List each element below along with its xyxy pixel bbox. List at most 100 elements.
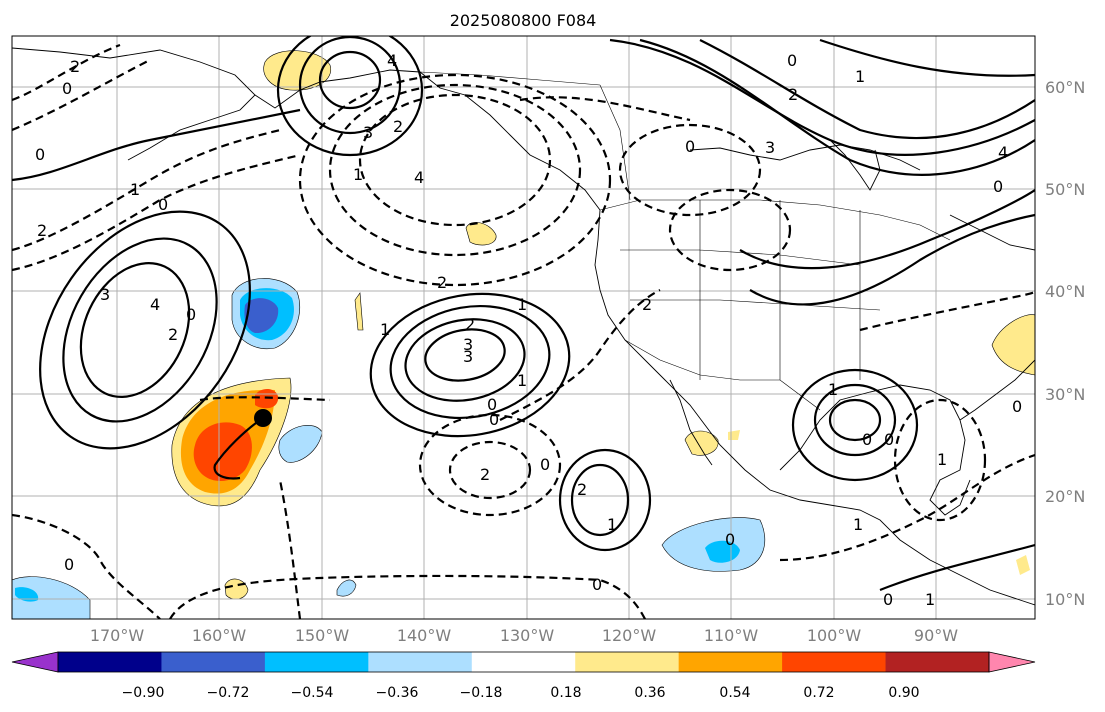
contour-label: 2 — [437, 273, 447, 292]
contour-label: 2 — [480, 465, 490, 484]
colorbar-tick-labels: −0.90 −0.72 −0.54 −0.36 −0.18 0.18 0.36 … — [122, 685, 920, 701]
colorbar-segment — [782, 652, 887, 672]
contour-label: 0 — [592, 575, 602, 594]
map-panel: 3 4 2 0 3 2 4 3 1 2 0 1 2 1 0 2 0 0 2 1 — [11, 35, 1036, 620]
positive-anomaly-area — [1016, 555, 1030, 575]
contour-label: 4 — [414, 168, 424, 187]
contour-label: 2 — [70, 57, 80, 76]
lon-label: 150°W — [295, 626, 350, 645]
contour-label: 4 — [998, 143, 1008, 162]
contour-label: 4 — [387, 51, 397, 70]
colorbar-segment — [885, 652, 990, 672]
lat-label: 40°N — [1045, 282, 1085, 301]
contour-label: 1 — [607, 515, 617, 534]
colorbar-segment — [575, 652, 680, 672]
contour-label: 3 — [765, 138, 775, 157]
contour-label: 1 — [380, 320, 390, 339]
colorbar-tick-label: 0.54 — [719, 685, 750, 701]
colorbar-over-triangle — [988, 651, 1036, 673]
contour-label: 0 — [1012, 397, 1022, 416]
lat-label: 50°N — [1045, 180, 1085, 199]
contour-label: 1 — [828, 380, 838, 399]
colorbar-tick-label: 0.90 — [888, 685, 919, 701]
contour-label: 0 — [489, 410, 499, 429]
lon-label: 140°W — [397, 626, 452, 645]
contour-label: 3 — [463, 335, 473, 354]
gridlines — [12, 36, 1035, 619]
contour-label: 1 — [855, 67, 865, 86]
negative-anomaly-area — [278, 425, 323, 463]
lon-label: 160°W — [192, 626, 247, 645]
contour-label: 0 — [158, 195, 168, 214]
colorbar-tick-label: −0.18 — [460, 685, 503, 701]
contour-label: 0 — [64, 555, 74, 574]
latitude-labels: 60°N 50°N 40°N 30°N 20°N 10°N — [1045, 78, 1085, 609]
colorbar-under-triangle — [11, 651, 59, 673]
colorbar-segments — [11, 651, 1036, 673]
contour-label: 0 — [787, 51, 797, 70]
contour-label: 2 — [37, 221, 47, 240]
colorbar-tick-label: 0.18 — [550, 685, 581, 701]
lon-label: 130°W — [500, 626, 555, 645]
negative-contours — [12, 43, 1035, 619]
contour-label: 0 — [540, 455, 550, 474]
lon-label: 110°W — [704, 626, 759, 645]
map-background — [12, 36, 1035, 619]
negative-anomaly-area — [12, 576, 91, 619]
colorbar-tick-label: 0.72 — [803, 685, 834, 701]
contour-label: 0 — [993, 177, 1003, 196]
contour-label: 3 — [363, 123, 373, 142]
contour-label: 4 — [150, 295, 160, 314]
contour-label: 0 — [35, 145, 45, 164]
contour-label: 0 — [883, 590, 893, 609]
colorbar-segment — [368, 652, 473, 672]
positive-anomaly-area — [991, 314, 1035, 376]
contour-label: 2 — [393, 117, 403, 136]
negative-anomaly-area — [244, 298, 279, 334]
negative-anomaly-area — [336, 579, 357, 597]
colorbar-segment — [471, 652, 576, 672]
map-title: 2025080800 F084 — [450, 11, 597, 30]
colorbar-tick-label: 0.36 — [634, 685, 665, 701]
contour-label: 2 — [168, 325, 178, 344]
lat-label: 20°N — [1045, 487, 1085, 506]
contour-label-layer: 3 4 2 0 3 2 4 3 1 2 0 1 2 1 0 2 0 0 2 1 — [35, 51, 1022, 609]
contour-label: 1 — [925, 590, 935, 609]
contour-label: 0 — [862, 430, 872, 449]
lon-label: 90°W — [914, 626, 958, 645]
contour-label: 0 — [725, 530, 735, 549]
lon-label: 120°W — [602, 626, 657, 645]
negative-anomaly-area — [15, 587, 39, 602]
lon-label: 170°W — [90, 626, 145, 645]
contour-label: 1 — [853, 515, 863, 534]
colorbar: −0.90 −0.72 −0.54 −0.36 −0.18 0.18 0.36 … — [11, 651, 1036, 701]
contour-label: 1 — [353, 165, 363, 184]
political-borders — [419, 71, 951, 411]
lat-label: 30°N — [1045, 385, 1085, 404]
contour-label: 3 — [100, 285, 110, 304]
positive-anomaly-area — [354, 292, 364, 331]
colorbar-tick-label: −0.36 — [376, 685, 419, 701]
contour-label: 0 — [487, 395, 497, 414]
contour-label: 0 — [884, 430, 894, 449]
colorbar-segment — [161, 652, 266, 672]
contour-label: 1 — [517, 371, 527, 390]
contour-label: 2 — [642, 295, 652, 314]
contour-label: 0 — [186, 305, 196, 324]
contour-label: 0 — [62, 79, 72, 98]
positive-contours — [12, 36, 1035, 592]
map-frame — [11, 35, 1036, 620]
contour-label: 0 — [685, 137, 695, 156]
lat-label: 60°N — [1045, 78, 1085, 97]
colorbar-tick-label: −0.90 — [122, 685, 165, 701]
positive-anomaly-area — [193, 422, 252, 482]
colorbar-segment — [58, 652, 162, 672]
colorbar-tick-label: −0.72 — [207, 685, 250, 701]
colorbar-segment — [678, 652, 783, 672]
lat-label: 10°N — [1045, 590, 1085, 609]
storm-track — [213, 417, 264, 480]
contour-label: 2 — [788, 85, 798, 104]
colorbar-segment — [264, 652, 369, 672]
lon-label: 100°W — [807, 626, 862, 645]
contour-label: 2 — [577, 480, 587, 499]
